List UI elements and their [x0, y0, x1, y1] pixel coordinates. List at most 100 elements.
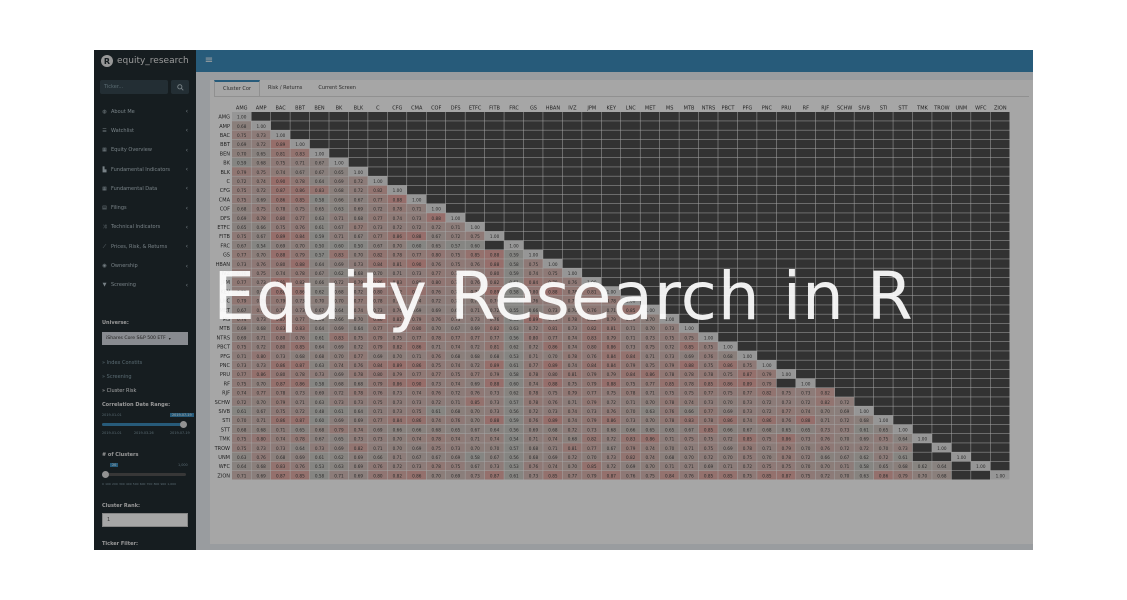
- matrix-cell: [582, 296, 602, 305]
- matrix-cell: [270, 406, 290, 416]
- matrix-cell: [679, 332, 699, 342]
- cluster-rank-input[interactable]: 1: [102, 513, 188, 527]
- overlay-title: Equity Research in R: [213, 258, 914, 335]
- subitem-cluster-risk[interactable]: » Cluster Risk: [102, 388, 137, 394]
- universe-select[interactable]: iShares Core S&P 500 ETF ▾: [102, 332, 188, 345]
- matrix-cell: [290, 351, 310, 360]
- matrix-cell: [232, 461, 251, 471]
- sidebar-item-technical-indicators[interactable]: ⤨ Technical Indicators ‹: [94, 218, 196, 237]
- cell-value: 0.74: [354, 427, 364, 432]
- cell-value: 0.71: [470, 437, 480, 442]
- sidebar-item-filings[interactable]: ▤ Filings ‹: [94, 198, 196, 217]
- tab-cluster-cor[interactable]: Cluster Cor: [214, 80, 260, 96]
- sidebar-item-fundamental-indicators[interactable]: ▙ Fundamental Indicators ‹: [94, 160, 196, 179]
- column-header: RF: [803, 106, 809, 112]
- matrix-cell: [893, 250, 913, 259]
- matrix-cell: [854, 470, 874, 480]
- matrix-cell: [679, 434, 699, 443]
- matrix-cell: [737, 452, 757, 462]
- matrix-cell: [834, 415, 854, 425]
- sidebar-item-screening[interactable]: ▼ Screening ‹: [94, 276, 196, 295]
- matrix-cell: [971, 342, 991, 351]
- matrix-cell: [659, 415, 679, 425]
- cell-value: 0.82: [587, 437, 597, 442]
- cell-value: 0.73: [412, 216, 422, 221]
- column-header: FRC: [509, 106, 519, 112]
- row-header: BBT: [220, 142, 231, 148]
- cell-value: 0.78: [257, 216, 267, 221]
- cell-value: 0.86: [412, 473, 422, 478]
- matrix-cell: [445, 305, 465, 314]
- matrix-cell: [465, 461, 485, 471]
- sidebar-item-label: Prices, Risk, & Returns: [111, 243, 168, 250]
- tab-risk-returns[interactable]: Risk / Returns: [267, 85, 303, 91]
- cell-value: 0.60: [412, 243, 422, 248]
- matrix-cell: [543, 148, 563, 158]
- cell-value: 0.68: [257, 161, 267, 166]
- matrix-cell: [971, 185, 991, 195]
- corr-slider-handle[interactable]: [180, 421, 187, 428]
- matrix-cell: [893, 194, 913, 204]
- matrix-cell: [523, 240, 543, 250]
- matrix-cell: [737, 213, 757, 222]
- matrix-cell: [640, 452, 660, 462]
- matrix-cell: [484, 250, 504, 259]
- cell-value: 0.77: [393, 299, 403, 304]
- matrix-cell: [407, 240, 426, 250]
- matrix-cell: [679, 461, 699, 471]
- matrix-cell: [971, 277, 991, 287]
- matrix-cell: [834, 378, 854, 388]
- sidebar-item-about-me[interactable]: ◍ About Me ‹: [94, 102, 196, 121]
- matrix-cell: [854, 443, 874, 452]
- clusters-slider[interactable]: [102, 471, 186, 478]
- cell-value: 0.67: [354, 197, 364, 202]
- cell-value: 0.65: [295, 427, 305, 432]
- hamburger-icon[interactable]: ≡: [204, 54, 214, 66]
- matrix-cell: [232, 342, 251, 351]
- sidebar-item-prices-risk-returns[interactable]: ⟋ Prices, Risk, & Returns ‹: [94, 237, 196, 256]
- sidebar-item-equity-overview[interactable]: ▦ Equity Overview ‹: [94, 141, 196, 160]
- matrix-cell: [815, 231, 835, 241]
- cell-value: 0.67: [432, 455, 442, 460]
- cell-value: 0.71: [295, 400, 305, 405]
- search-button[interactable]: [171, 80, 189, 94]
- matrix-cell: [834, 323, 854, 333]
- matrix-cell: [270, 268, 290, 278]
- sidebar-item-watchlist[interactable]: ☰ Watchlist ‹: [94, 121, 196, 140]
- matrix-cell: [523, 148, 543, 158]
- tab-current-screen[interactable]: Current Screen: [318, 85, 356, 91]
- cell-value: 0.87: [276, 381, 286, 386]
- cell-value: 0.80: [276, 216, 286, 221]
- matrix-cell: [426, 158, 446, 167]
- cell-value: 0.86: [607, 418, 617, 423]
- matrix-cell: [445, 112, 465, 121]
- matrix-cell: [348, 443, 368, 452]
- cell-value: 0.72: [393, 225, 403, 230]
- matrix-cell: [971, 231, 991, 241]
- matrix-cell: [387, 240, 407, 250]
- matrix-cell: [465, 397, 485, 406]
- cell-value: 0.68: [723, 354, 733, 359]
- subitem-screening[interactable]: » Screening: [102, 374, 132, 380]
- matrix-cell: [290, 388, 310, 397]
- cell-value: 0.72: [529, 345, 539, 350]
- clusters-slider-handle[interactable]: [102, 471, 109, 478]
- matrix-cell: [582, 167, 602, 176]
- corr-date-slider[interactable]: [102, 421, 187, 428]
- matrix-cell: [640, 231, 660, 241]
- matrix-cell: [445, 342, 465, 351]
- corr-start-label: 2019-01-01: [102, 413, 122, 417]
- sidebar-item-ownership[interactable]: ◉ Ownership ‹: [94, 256, 196, 275]
- cell-value: 0.70: [490, 446, 500, 451]
- matrix-cell: [407, 121, 426, 130]
- cell-value: 0.73: [257, 446, 267, 451]
- cell-value: 0.79: [568, 391, 578, 396]
- matrix-cell: [893, 461, 913, 471]
- subitem-index-constits[interactable]: » Index Constits: [102, 360, 143, 366]
- matrix-cell: [834, 130, 854, 140]
- ticker-search-input[interactable]: Ticker...: [100, 80, 168, 94]
- sidebar-item-fundamental-data[interactable]: ▦ Fundamental Data ‹: [94, 179, 196, 198]
- cell-value: 0.89: [529, 317, 539, 322]
- cell-value: 0.79: [665, 363, 675, 368]
- brand[interactable]: R equity_research: [94, 50, 196, 72]
